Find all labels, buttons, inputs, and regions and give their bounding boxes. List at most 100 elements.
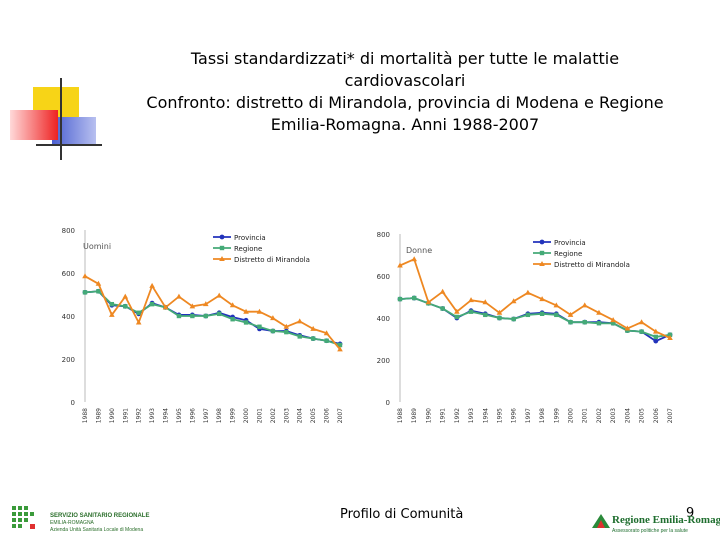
y-tick-label: 200	[62, 356, 75, 364]
y-tick-label: 0	[386, 399, 390, 407]
title-line-4: Emilia-Romagna. Anni 1988-2007	[100, 114, 710, 136]
data-point-regione	[469, 310, 473, 314]
data-point-regione	[554, 313, 558, 317]
x-tick-label: 2000	[568, 408, 575, 423]
x-tick-label: 1997	[525, 408, 532, 423]
panel-label: Uomini	[83, 242, 111, 251]
x-tick-label: 1989	[95, 408, 102, 423]
data-point-regione	[123, 304, 127, 308]
x-tick-label: 2004	[624, 408, 631, 423]
series-line-distretto	[400, 259, 670, 338]
data-point-regione	[568, 320, 572, 324]
ausl-modena-logo: SERVIZIO SANITARIO REGIONALE EMILIA-ROMA…	[10, 500, 180, 536]
data-point-distretto	[297, 318, 303, 323]
x-tick-label: 2007	[667, 408, 674, 423]
data-point-regione	[639, 329, 643, 333]
legend-marker	[540, 251, 544, 255]
x-tick-label: 1991	[122, 408, 129, 423]
x-tick-label: 2002	[270, 408, 277, 423]
slide-title: Tassi standardizzati* di mortalità per t…	[100, 48, 710, 136]
data-point-regione	[654, 335, 658, 339]
data-point-regione	[298, 334, 302, 338]
y-tick-label: 600	[62, 270, 75, 278]
y-tick-label: 400	[62, 313, 75, 321]
data-point-regione	[257, 325, 261, 329]
data-point-regione	[583, 320, 587, 324]
x-tick-label: 2006	[653, 408, 660, 423]
data-point-regione	[177, 314, 181, 318]
x-tick-label: 1993	[468, 408, 475, 423]
logo-right-name: Regione Emilia-Romagna	[612, 514, 720, 526]
x-tick-label: 1988	[82, 408, 89, 423]
data-point-distretto	[122, 294, 128, 299]
title-line-1: Tassi standardizzati* di mortalità per t…	[100, 48, 710, 70]
legend-label: Distretto di Mirandola	[234, 256, 310, 264]
data-point-distretto	[149, 283, 155, 288]
x-tick-label: 1999	[230, 408, 237, 423]
data-point-regione	[412, 296, 416, 300]
footer-text: Profilo di Comunità	[340, 507, 463, 522]
data-point-regione	[284, 330, 288, 334]
chart-donne: 02004006008001988 1989 1990 1991 1992 1993 199…	[370, 222, 685, 440]
y-tick-label: 600	[377, 273, 390, 281]
y-tick-label: 400	[377, 315, 390, 323]
data-point-regione	[511, 317, 515, 321]
legend-label: Provincia	[234, 234, 266, 242]
legend-label: Regione	[234, 245, 262, 253]
decor-blue-square	[52, 117, 96, 145]
x-tick-label: 2005	[310, 408, 317, 423]
data-point-regione	[190, 314, 194, 318]
x-tick-label: 1998	[216, 408, 223, 423]
data-point-regione	[83, 290, 87, 294]
x-tick-label: 2000	[243, 408, 250, 423]
data-point-regione	[244, 320, 248, 324]
data-point-distretto	[216, 293, 222, 298]
x-tick-label: 1990	[109, 408, 116, 423]
data-point-regione	[230, 317, 234, 321]
decor-red-square	[10, 110, 58, 140]
legend-marker	[220, 235, 225, 240]
ausl-logo-icon	[10, 504, 40, 534]
x-tick-label: 1999	[553, 408, 560, 423]
logo-left-line-1: SERVIZIO SANITARIO REGIONALE	[50, 513, 149, 520]
x-tick-label: 1996	[511, 408, 518, 423]
decor-vertical-line	[60, 78, 62, 160]
data-point-distretto	[639, 319, 645, 324]
x-tick-label: 1996	[189, 408, 196, 423]
regione-logo-icon	[592, 514, 610, 528]
data-point-provincia	[653, 339, 658, 344]
x-tick-label: 2005	[639, 408, 646, 423]
x-tick-label: 1990	[425, 408, 432, 423]
data-point-regione	[324, 339, 328, 343]
data-point-regione	[110, 302, 114, 306]
x-tick-label: 2001	[256, 408, 263, 423]
panel-label: Donne	[406, 246, 432, 255]
series-line-provincia	[400, 298, 670, 341]
x-tick-label: 1995	[176, 408, 183, 423]
x-tick-label: 2004	[297, 408, 304, 423]
data-point-regione	[455, 315, 459, 319]
x-tick-label: 2003	[610, 408, 617, 423]
legend-marker	[540, 240, 545, 245]
x-tick-label: 2001	[582, 408, 589, 423]
regione-emilia-romagna-logo: Regione Emilia-Romagna Assessorato polit…	[592, 512, 717, 538]
legend-label: Distretto di Mirandola	[554, 261, 630, 269]
title-line-2: cardiovascolari	[100, 70, 710, 92]
data-point-distretto	[82, 273, 88, 278]
x-tick-label: 2003	[283, 408, 290, 423]
y-tick-label: 200	[377, 357, 390, 365]
data-point-regione	[204, 314, 208, 318]
logo-right-tagline: Assessorato politiche per la salute	[612, 528, 688, 534]
data-point-regione	[526, 313, 530, 317]
x-tick-label: 2007	[337, 408, 344, 423]
x-tick-label: 1992	[136, 408, 143, 423]
data-point-regione	[597, 321, 601, 325]
x-tick-label: 1998	[539, 408, 546, 423]
x-tick-label: 1993	[149, 408, 156, 423]
x-tick-label: 2002	[596, 408, 603, 423]
data-point-distretto	[525, 290, 531, 295]
x-tick-label: 1988	[397, 408, 404, 423]
data-point-regione	[497, 316, 501, 320]
data-point-regione	[96, 289, 100, 293]
legend-marker	[220, 246, 224, 250]
